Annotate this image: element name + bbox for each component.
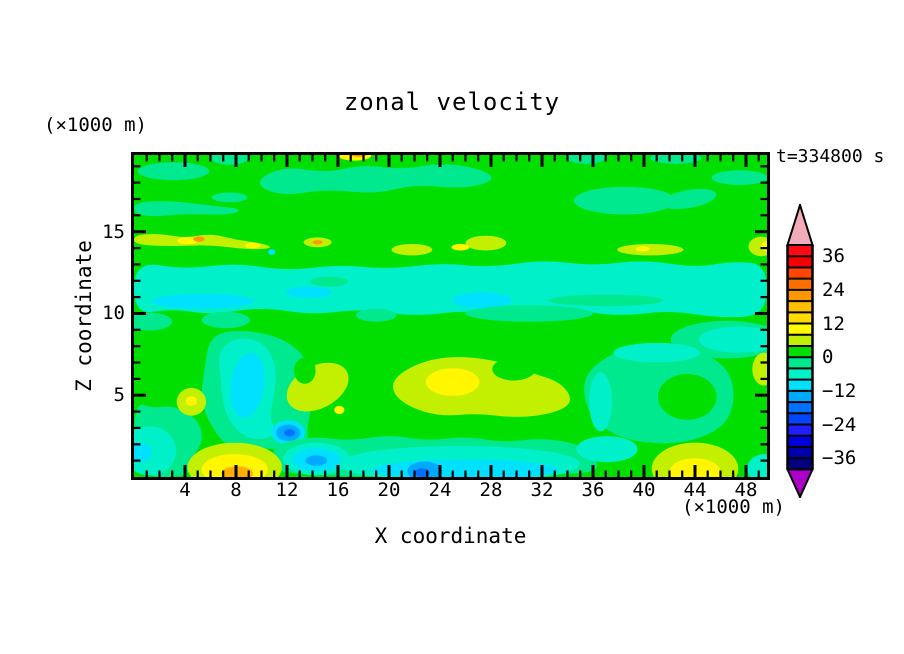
colorbar-label: −36 (822, 447, 857, 470)
colorbar-top-arrow (786, 204, 814, 246)
colorbar-segment (787, 278, 813, 290)
x-tick-label: 20 (377, 479, 401, 501)
colorbar-bottom-arrow (785, 468, 815, 498)
z-tick-label: 15 (102, 220, 125, 243)
x-tick-label: 12 (275, 479, 299, 501)
colorbar (785, 204, 815, 498)
x-tick-label: 44 (683, 479, 707, 501)
z-axis-title: Z coordinate (72, 240, 96, 392)
colorbar-segment (787, 402, 813, 414)
colorbar-label: −24 (822, 413, 857, 436)
colorbar-segment (787, 390, 813, 403)
colorbar-segment (787, 289, 813, 302)
colorbar-segment (787, 245, 813, 257)
contour-field (134, 155, 767, 477)
colorbar-segment (787, 345, 813, 358)
x-tick-label: 8 (230, 479, 242, 501)
colorbar-segment (787, 267, 813, 279)
colorbar-label: 36 (822, 245, 845, 268)
x-tick-label: 28 (479, 479, 503, 501)
x-tick-label: 16 (326, 479, 350, 501)
colorbar-label: 24 (822, 278, 845, 301)
colorbar-segment (787, 413, 813, 425)
time-label: t=334800 s (776, 146, 885, 167)
colorbar-segment (787, 446, 813, 459)
colorbar-segment (787, 256, 813, 268)
x-tick-label: 48 (734, 479, 758, 501)
colorbar-label: −12 (822, 379, 857, 402)
colorbar-segment (787, 379, 813, 391)
x-axis-unit-label: (×1000 m) (682, 496, 785, 518)
colorbar-label: 0 (822, 346, 834, 369)
x-tick-label: 32 (530, 479, 554, 501)
colorbar-segment (787, 301, 813, 313)
x-tick-label: 40 (632, 479, 656, 501)
colorbar-segment (787, 435, 813, 447)
x-tick-label: 4 (179, 479, 191, 501)
z-tick-label: 5 (113, 384, 125, 407)
x-tick-label: 24 (428, 479, 452, 501)
colorbar-segment (787, 424, 813, 436)
x-tick-label: 36 (581, 479, 605, 501)
colorbar-segment (787, 323, 813, 335)
colorbar-segment (787, 368, 813, 380)
plot-area (131, 152, 770, 480)
colorbar-segment (787, 334, 813, 346)
x-axis-title: X coordinate (374, 524, 527, 548)
z-axis-unit-label: (×1000 m) (44, 114, 147, 136)
colorbar-segment (787, 312, 813, 324)
colorbar-segment (787, 357, 813, 369)
colorbar-label: 12 (822, 312, 845, 335)
z-tick-label: 10 (102, 302, 125, 325)
colorbar-segment (787, 458, 813, 470)
page-title: zonal velocity (343, 88, 561, 116)
